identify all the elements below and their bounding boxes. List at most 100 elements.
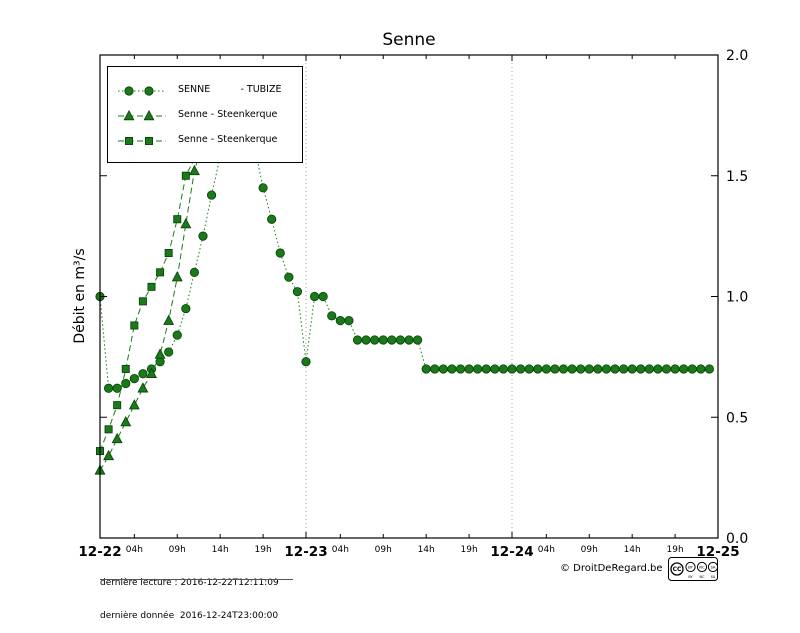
marker-circle <box>490 364 500 374</box>
marker-circle <box>189 267 200 277</box>
marker-circle <box>206 190 217 200</box>
marker-circle <box>558 364 569 374</box>
marker-triangle <box>143 109 155 120</box>
marker-circle <box>696 364 706 374</box>
marker-circle <box>327 311 337 321</box>
nc-icon-label: NC <box>699 565 705 570</box>
x-hour-label: 14h <box>624 545 641 555</box>
legend-sample-svg <box>118 109 166 120</box>
marker-circle <box>378 335 388 345</box>
legend-sample-square <box>116 133 168 147</box>
legend-label: Senne - Steenkerque <box>178 109 278 120</box>
chart-legend: SENNE - TUBIZE Senne - Steenkerque Senne… <box>107 66 303 163</box>
marker-circle <box>361 335 371 345</box>
marker-circle <box>292 287 303 297</box>
marker-circle <box>541 364 551 374</box>
marker-square <box>147 282 156 291</box>
by-icon <box>685 561 696 573</box>
x-hour-label: 09h <box>581 545 598 555</box>
marker-circle <box>124 85 134 96</box>
marker-circle <box>318 291 328 302</box>
marker-square <box>113 401 122 410</box>
legend-label: Senne - Steenkerque <box>178 134 278 145</box>
marker-circle <box>687 364 697 374</box>
y-tick-label: 1.0 <box>726 290 748 306</box>
marker-circle <box>670 364 680 374</box>
y-tick-label: 0.5 <box>726 410 748 426</box>
marker-triangle <box>171 271 183 282</box>
x-day-label: 12-22 <box>78 544 121 560</box>
x-hour-label: 09h <box>375 545 392 555</box>
marker-circle <box>473 364 483 374</box>
marker-circle <box>181 303 191 314</box>
marker-circle <box>121 378 131 389</box>
marker-circle <box>636 364 646 374</box>
marker-square <box>104 425 113 434</box>
marker-triangle <box>103 449 115 461</box>
x-day-label: 12-23 <box>284 544 327 560</box>
last-reading-text: dernière lecture : 2016-12-22T12:11:09 <box>100 578 279 588</box>
marker-circle <box>421 364 431 374</box>
marker-circle <box>618 364 629 374</box>
marker-circle <box>198 231 208 241</box>
marker-square <box>144 136 153 145</box>
marker-circle <box>370 335 380 345</box>
marker-circle <box>610 364 620 374</box>
marker-circle <box>576 364 586 374</box>
nc-icon <box>696 561 708 573</box>
marker-circle <box>593 364 603 374</box>
last-data-text: dernière donnée 2016-12-24T23:00:00 <box>100 611 279 621</box>
marker-circle <box>524 364 534 374</box>
x-hour-label: 14h <box>418 545 435 555</box>
legend-sample-triangle <box>116 108 168 122</box>
marker-triangle <box>163 314 175 325</box>
y-tick-label: 1.5 <box>726 169 748 185</box>
marker-square <box>130 321 139 330</box>
sa-icon <box>707 561 718 573</box>
x-hour-label: 04h <box>538 545 555 555</box>
cc-icon <box>670 562 684 576</box>
x-hour-label: 14h <box>212 545 229 555</box>
marker-circle <box>129 374 139 384</box>
marker-triangle <box>188 164 200 176</box>
marker-circle <box>653 364 663 374</box>
marker-circle <box>144 85 154 96</box>
marker-circle <box>644 364 654 374</box>
x-hour-label: 04h <box>126 545 143 555</box>
marker-circle <box>138 369 148 379</box>
chart-title: Senne <box>382 30 436 50</box>
marker-circle <box>438 364 448 374</box>
x-day-label: 12-25 <box>696 544 739 560</box>
by-caption: BY <box>688 575 693 579</box>
marker-circle <box>455 364 466 374</box>
marker-circle <box>155 357 165 367</box>
sa-icon-label: SA <box>710 565 715 570</box>
by-icon-label: BY <box>688 565 693 570</box>
x-hour-label: 19h <box>461 545 478 555</box>
legend-sample-svg <box>118 85 166 96</box>
copyright-text: © DroitDeRegard.be <box>560 563 663 574</box>
marker-circle <box>627 364 637 374</box>
marker-circle <box>412 335 423 345</box>
legend-item-steenkerque-1: Senne - Steenkerque <box>116 102 294 127</box>
marker-square <box>164 249 173 258</box>
y-tick-label: 0.0 <box>726 531 748 547</box>
marker-circle <box>404 335 414 345</box>
marker-circle <box>430 364 440 374</box>
marker-square <box>173 215 182 224</box>
marker-circle <box>584 364 594 374</box>
marker-triangle <box>137 382 149 393</box>
legend-sample-circle <box>116 83 168 97</box>
marker-circle <box>661 364 672 374</box>
y-tick-label: 2.0 <box>726 48 748 64</box>
legend-label: SENNE - TUBIZE <box>178 84 282 95</box>
marker-triangle <box>154 348 166 359</box>
marker-circle <box>103 383 114 393</box>
marker-circle <box>267 214 277 224</box>
marker-circle <box>275 248 285 258</box>
marker-triangle <box>111 432 123 444</box>
marker-circle <box>533 364 543 374</box>
marker-circle <box>172 330 182 340</box>
legend-item-steenkerque-2: Senne - Steenkerque <box>116 127 294 152</box>
marker-circle <box>164 347 174 357</box>
